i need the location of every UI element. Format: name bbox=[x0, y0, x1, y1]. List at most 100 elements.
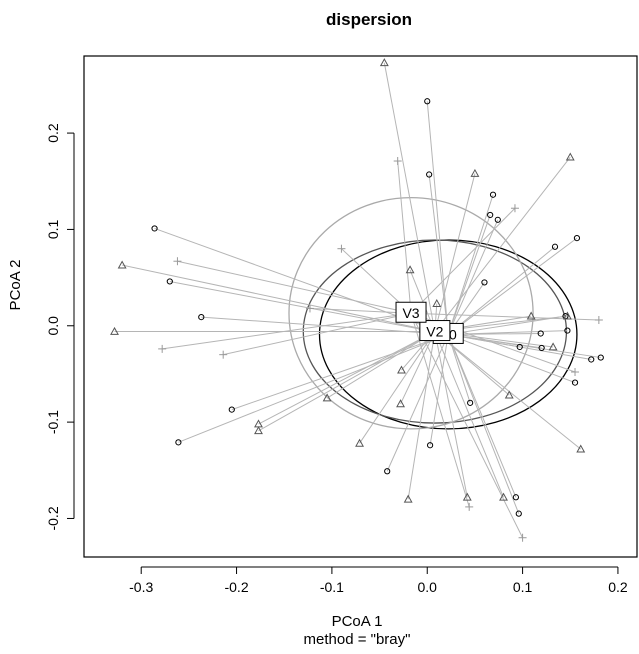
point-v0 bbox=[564, 327, 571, 334]
point-v3 bbox=[305, 304, 314, 313]
point-v3 bbox=[393, 157, 402, 166]
centroid-v2: V2 bbox=[419, 320, 451, 342]
x-tick-label: -0.3 bbox=[129, 579, 153, 595]
chart-title: dispersion bbox=[326, 10, 412, 29]
point-v3 bbox=[571, 368, 580, 377]
point-v2 bbox=[403, 494, 413, 503]
centroid-label-v3: V3 bbox=[402, 305, 419, 321]
point-v3 bbox=[518, 533, 527, 542]
spoke-v0 bbox=[231, 333, 449, 411]
spoke-v0 bbox=[447, 334, 520, 514]
point-v0 bbox=[427, 442, 434, 449]
point-v3 bbox=[219, 350, 228, 359]
x-tick-label: 0.1 bbox=[513, 579, 533, 595]
spoke-v2 bbox=[122, 264, 435, 333]
data-points bbox=[110, 58, 604, 542]
point-v0 bbox=[175, 439, 182, 446]
point-v0 bbox=[516, 343, 523, 351]
spoke-v0 bbox=[448, 333, 592, 360]
point-v0 bbox=[515, 510, 522, 517]
point-v2 bbox=[548, 342, 558, 351]
x-tick-label: -0.1 bbox=[320, 579, 344, 595]
point-v0 bbox=[228, 406, 235, 413]
spoke-v0 bbox=[447, 237, 578, 335]
spoke-v3 bbox=[162, 312, 412, 350]
point-v2 bbox=[322, 393, 332, 402]
spoke-v2 bbox=[383, 62, 436, 332]
point-v0 bbox=[424, 98, 431, 105]
point-v3 bbox=[465, 502, 474, 511]
spoke-v3 bbox=[223, 312, 412, 356]
spoke-v2 bbox=[400, 331, 436, 405]
point-v2 bbox=[254, 426, 263, 435]
point-v0 bbox=[573, 234, 581, 242]
point-v2 bbox=[379, 58, 389, 67]
spoke-v3 bbox=[177, 260, 412, 314]
spoke-v2 bbox=[434, 156, 571, 332]
plot-frame bbox=[83, 55, 638, 558]
axes: -0.3 -0.2 -0.1 0.0 0.1 0.2 -0.2 -0.1 0.0 0.1 0.2 bbox=[45, 55, 638, 595]
spoke-v3 bbox=[397, 160, 412, 314]
spoke-v2 bbox=[434, 331, 504, 498]
point-v2 bbox=[470, 168, 480, 177]
point-v0 bbox=[426, 171, 433, 178]
spoke-v0 bbox=[447, 246, 556, 335]
centroid-labels: V0V2V3 bbox=[395, 301, 464, 344]
spoke-v2 bbox=[258, 331, 436, 425]
point-v0 bbox=[481, 279, 488, 286]
point-v2 bbox=[499, 492, 508, 501]
spoke-v3 bbox=[410, 313, 470, 508]
y-axis-label: PCoA 2 bbox=[7, 260, 24, 311]
dispersion-ellipses bbox=[288, 196, 578, 430]
spoke-v2 bbox=[434, 331, 582, 450]
point-v3 bbox=[158, 344, 167, 353]
x-tick-label: 0.2 bbox=[608, 579, 628, 595]
point-v0 bbox=[512, 494, 520, 501]
ellipse-v3 bbox=[288, 196, 534, 430]
point-v0 bbox=[151, 225, 158, 232]
y-tick-label: -0.2 bbox=[45, 506, 61, 530]
point-v3 bbox=[337, 244, 346, 253]
centroid-box-v3 bbox=[395, 301, 427, 323]
spoke-v3 bbox=[410, 207, 516, 314]
centroid-label-v2: V2 bbox=[426, 324, 443, 340]
y-tick-label: 0.0 bbox=[45, 316, 61, 336]
y-tick-label: 0.1 bbox=[45, 219, 61, 239]
point-v0 bbox=[588, 356, 595, 363]
point-v0 bbox=[537, 330, 544, 337]
spoke-v2 bbox=[434, 331, 468, 498]
point-v3 bbox=[173, 257, 182, 266]
point-v2 bbox=[565, 152, 575, 161]
point-v3 bbox=[594, 315, 603, 324]
spoke-v2 bbox=[258, 331, 436, 432]
centroid-box-v2 bbox=[419, 320, 451, 342]
point-v2 bbox=[562, 311, 572, 320]
point-v2 bbox=[526, 311, 536, 320]
point-v0 bbox=[538, 344, 545, 352]
y-tick-label: -0.1 bbox=[45, 410, 61, 434]
y-tick-label: 0.2 bbox=[45, 123, 61, 143]
spoke-v0 bbox=[448, 315, 566, 335]
point-v2 bbox=[462, 492, 472, 501]
point-v0 bbox=[597, 354, 604, 361]
spoke-v0 bbox=[448, 333, 576, 384]
point-v0 bbox=[487, 211, 494, 219]
spoke-v0 bbox=[447, 194, 494, 335]
spoke-v0 bbox=[447, 334, 517, 498]
spoke-v2 bbox=[326, 331, 436, 399]
spoke-v0 bbox=[178, 333, 449, 443]
point-v2 bbox=[397, 365, 406, 374]
spoke-v0 bbox=[429, 334, 449, 446]
point-v2 bbox=[504, 390, 514, 399]
point-v0 bbox=[384, 468, 391, 475]
spoke-v0 bbox=[447, 219, 499, 335]
point-v0 bbox=[494, 216, 501, 223]
point-v0 bbox=[198, 313, 205, 321]
spoke-v2 bbox=[407, 331, 436, 500]
centroid-spokes bbox=[114, 62, 601, 538]
centroid-v3: V3 bbox=[395, 301, 427, 323]
spoke-v2 bbox=[434, 173, 476, 332]
point-v3 bbox=[510, 204, 519, 213]
spoke-v0 bbox=[428, 174, 449, 335]
